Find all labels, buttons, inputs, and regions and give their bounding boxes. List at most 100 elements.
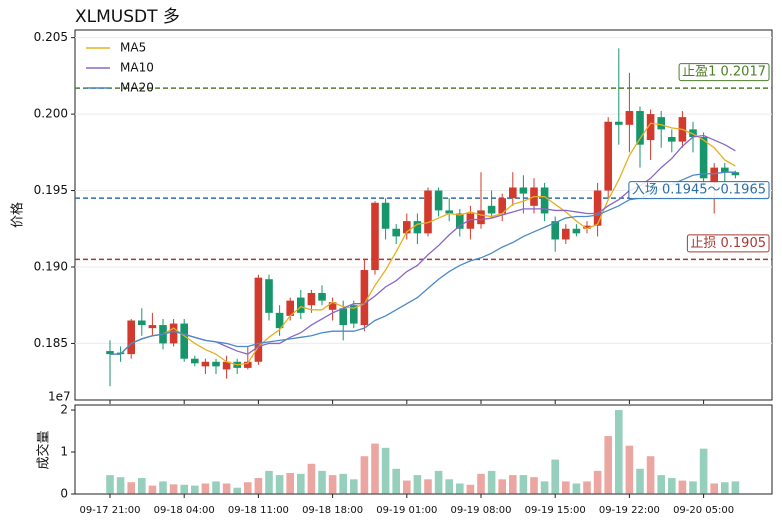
volume-bar [477,473,485,494]
volume-bar [138,478,146,494]
volume-bar [636,468,644,494]
candle-body [625,111,634,125]
chart-title: XLMUSDT 多 [75,7,180,27]
candle-body [222,361,231,370]
volume-bar [201,483,210,494]
volume-bar [710,483,718,494]
candle-body [668,137,676,142]
candle-body [731,172,740,176]
volume-bar [646,456,655,494]
candle-body [191,358,199,364]
volume-bar [286,473,294,494]
volume-bar [244,482,252,494]
candle-body [456,213,464,229]
x-tick-label: 09-19 22:00 [599,505,660,516]
x-tick-label: 09-19 01:00 [376,505,437,516]
candle-body [297,297,305,313]
volume-bar [509,475,517,494]
volume-bar [604,436,612,494]
x-tick-label: 09-20 05:00 [673,505,734,516]
volume-bar [678,480,687,494]
ma-line [110,134,736,355]
volume-bar [551,459,559,494]
volume-bar [699,448,708,494]
y-tick-label: 0.190 [34,259,68,273]
volume-bar [233,487,241,494]
legend-label: MA10 [120,61,154,75]
candle-body [318,292,326,301]
candle-body [710,167,718,183]
candle-body [212,361,220,367]
candle-body [434,190,443,211]
candle-body [487,205,496,214]
candle-body [424,190,432,234]
volume-bar [424,479,432,494]
volume-bar [540,481,549,494]
volume-bar [297,473,305,494]
candle-body [646,114,655,141]
volume-bar [721,482,729,494]
volume-bar [169,484,178,494]
volume-bar [445,479,453,494]
volume-bar [148,485,157,494]
volume-bar [615,410,623,494]
volume-bar [403,480,411,494]
level-label-box [628,181,770,200]
candle-body [381,202,390,229]
volume-bar [731,481,740,494]
level-label-box [678,63,770,82]
candle-body [689,129,697,138]
candle-body [180,323,188,359]
y-tick-label: 0 [60,487,68,501]
candle-body [286,300,294,316]
level-label: 止盈1 0.2017 [682,65,766,80]
volume-bar [413,475,422,494]
candle-body [307,292,316,306]
candle-body [636,111,644,145]
candle-body [721,167,729,173]
volume-bar [583,481,591,494]
candle-body [254,277,263,362]
y-tick-label: 0.195 [34,183,68,197]
x-tick-label: 09-19 08:00 [450,505,511,516]
volume-bar [371,443,379,494]
candle-body [583,225,591,229]
candle-body [562,228,570,240]
volume-bar [222,483,231,494]
volume-bar [328,475,337,494]
legend-label: MA20 [120,81,154,95]
level-label: 入场 0.1945～0.1965 [632,183,766,198]
y-tick-label: 2 [60,403,68,417]
volume-bar [265,470,273,494]
volume-bar [191,485,199,494]
candle-body [593,190,602,226]
x-tick-label: 09-18 18:00 [302,505,363,516]
candle-body [413,221,422,234]
x-tick-label: 09-17 21:00 [79,505,140,516]
volume-bar [668,478,676,494]
candle-body [403,221,411,234]
volume-bar [381,447,390,494]
volume-bar [212,481,220,494]
x-tick-label: 09-18 11:00 [228,505,289,516]
volume-bar [456,483,464,494]
candle-body [350,305,358,324]
candle-body [275,312,284,329]
candle-body [572,228,581,234]
candle-body [392,228,400,237]
volume-bar [530,477,538,494]
volume-bar [275,475,284,494]
candle-body [509,187,517,199]
legend-label: MA5 [120,41,146,55]
y-tick-label: 0.185 [34,336,68,350]
volume-bar [519,475,528,494]
candle-body [551,221,559,240]
volume-bar [487,470,496,494]
volume-bar [434,470,443,494]
candle-body [265,279,273,313]
price-frame [74,29,773,401]
volume-bar [392,468,400,494]
volume-bar [625,445,634,494]
candle-body [106,351,114,355]
candle-body [657,117,665,130]
